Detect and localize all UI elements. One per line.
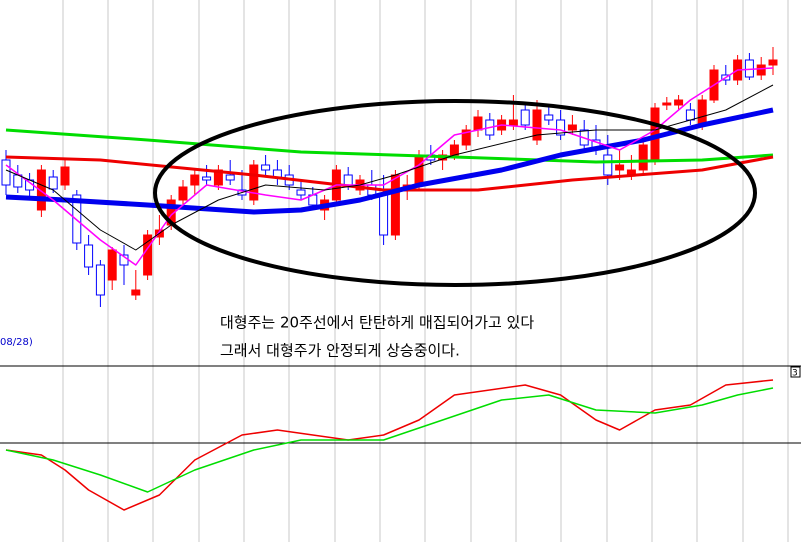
candle-body — [556, 119, 566, 136]
candle-body — [379, 194, 389, 236]
ma-line — [5, 379, 774, 511]
candle-body — [662, 102, 672, 106]
candle-body — [449, 144, 459, 156]
label-box — [790, 366, 801, 378]
candle-body — [202, 176, 212, 181]
candle-body — [72, 194, 82, 244]
annotation: 대형주는 20주선에서 탄탄하게 매집되어가고 있다 — [220, 314, 534, 332]
candle-body — [249, 164, 259, 201]
candle-body — [190, 174, 200, 186]
candle-body — [213, 169, 223, 186]
oscillator-panel — [5, 379, 774, 511]
ma-line — [5, 387, 774, 493]
ma-line — [5, 155, 774, 192]
ma-line — [5, 67, 774, 266]
ma-line — [5, 128, 774, 164]
candle-body — [60, 166, 70, 186]
price-panel — [1, 47, 778, 307]
ma-line — [5, 107, 774, 215]
ma-line — [5, 84, 774, 251]
candle-body — [84, 244, 94, 268]
candle-body — [461, 129, 471, 146]
candle-body — [638, 144, 648, 171]
candle-body — [697, 99, 707, 126]
candle-body — [615, 164, 625, 171]
candle-body — [532, 109, 542, 141]
candle-body — [756, 64, 766, 76]
candle-body — [508, 119, 518, 126]
candle-body — [36, 169, 46, 211]
candle-body — [1, 159, 11, 186]
panel-label: 3 — [792, 369, 798, 379]
candle-body — [13, 174, 23, 188]
candle-body — [225, 174, 235, 181]
candle-body — [261, 164, 271, 171]
candle-body — [143, 234, 153, 276]
candle-body — [296, 189, 306, 196]
candle-body — [390, 174, 400, 236]
candle-body — [674, 99, 684, 106]
candle-body — [95, 264, 105, 296]
candle-body — [414, 154, 424, 186]
highlight-ellipse — [153, 99, 757, 287]
candle-body — [603, 154, 613, 176]
candle-body — [107, 249, 117, 281]
candle-body — [343, 174, 353, 186]
candle-body — [685, 109, 695, 121]
vertical-grid — [62, 0, 789, 542]
candle-body — [544, 114, 554, 121]
candle-body — [768, 59, 778, 66]
candle-body — [520, 109, 530, 126]
candle-body — [131, 289, 141, 296]
candle-body — [48, 176, 58, 190]
candle-body — [567, 124, 577, 131]
candle-body — [473, 116, 483, 131]
candle-body — [178, 186, 188, 201]
date-label: 08/28) — [0, 337, 33, 348]
annotation: 그래서 대형주가 안정되게 상승중이다. — [220, 342, 460, 360]
